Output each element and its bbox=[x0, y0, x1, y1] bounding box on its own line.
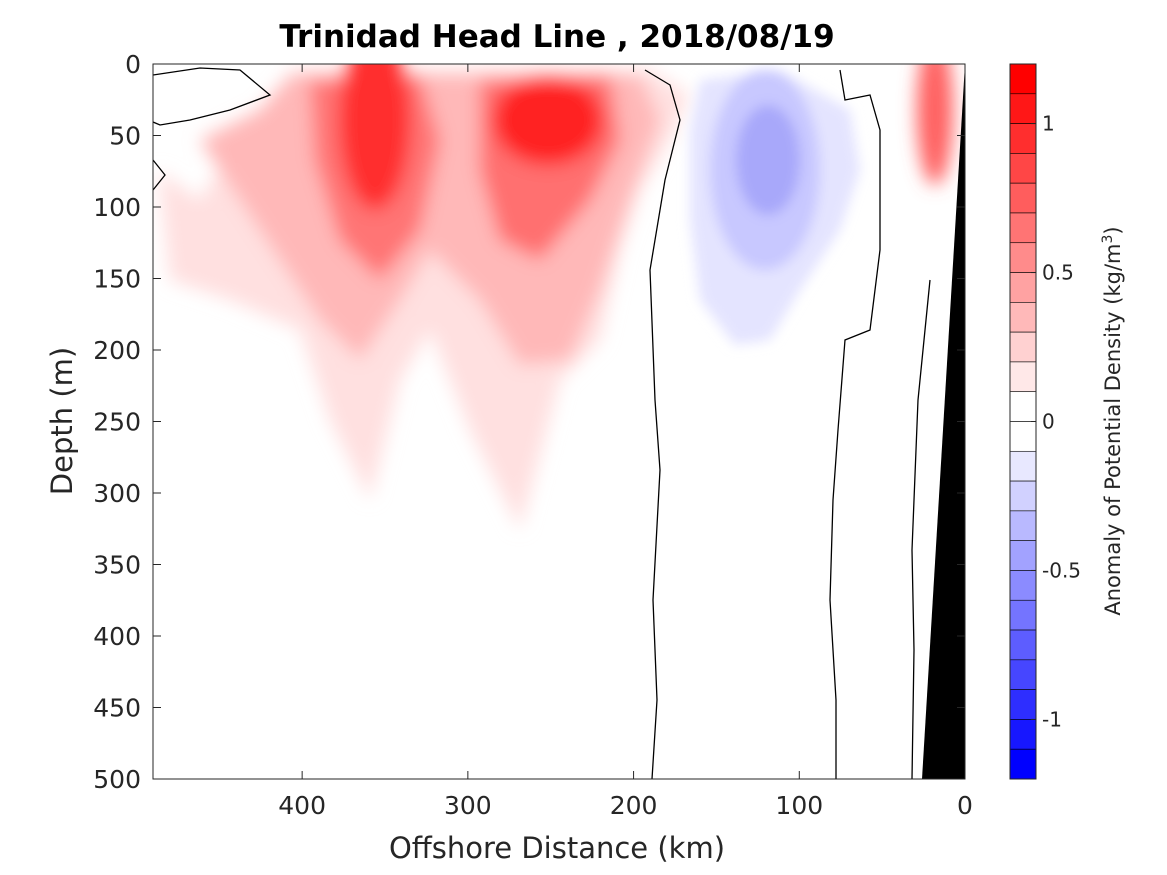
x-tick-label: 400 bbox=[278, 791, 326, 820]
colorbar-label-superscript: 3 bbox=[1100, 235, 1116, 244]
zero-contour-inshore bbox=[829, 69, 881, 779]
colorbar-band bbox=[1009, 540, 1037, 571]
y-tick-label: 50 bbox=[109, 122, 141, 151]
plot-area bbox=[152, 63, 966, 780]
chart-title: Trinidad Head Line , 2018/08/19 bbox=[279, 19, 834, 55]
colorbar-band bbox=[1009, 242, 1037, 273]
y-axis-label: Depth (m) bbox=[45, 347, 79, 495]
y-tick-label: 250 bbox=[93, 408, 141, 437]
y-tick-label: 400 bbox=[93, 622, 141, 651]
colorbar-band bbox=[1009, 599, 1037, 631]
colorbar-band bbox=[1009, 570, 1037, 601]
colorbar-band bbox=[1009, 748, 1037, 780]
colorbar-band bbox=[1009, 719, 1037, 750]
colorbar-band bbox=[1009, 93, 1037, 124]
colorbar-band bbox=[1009, 212, 1037, 244]
y-tick-label: 500 bbox=[93, 765, 141, 794]
x-axis-ticks: 400 300 200 100 0 bbox=[278, 64, 973, 820]
continental-shelf bbox=[922, 64, 965, 779]
colorbar-band bbox=[1009, 421, 1037, 452]
colorbar-band bbox=[1009, 659, 1037, 690]
positive-anomaly-peak-east bbox=[493, 75, 603, 165]
x-tick-label: 100 bbox=[775, 791, 823, 820]
colorbar-band bbox=[1009, 361, 1037, 393]
colorbar-band bbox=[1009, 182, 1037, 214]
x-tick-label: 200 bbox=[610, 791, 658, 820]
anomaly-field-positive bbox=[158, 64, 953, 530]
colorbar-label-end: ) bbox=[1101, 226, 1125, 234]
x-tick-label: 300 bbox=[444, 791, 492, 820]
colorbar-band bbox=[1009, 153, 1037, 184]
y-tick-label: 100 bbox=[93, 193, 141, 222]
colorbar-band bbox=[1009, 510, 1037, 541]
colorbar-band bbox=[1009, 123, 1037, 154]
colorbar-label: Anomaly of Potential Density (kg/m3) bbox=[1100, 226, 1125, 615]
colorbar-tick-label: 0 bbox=[1042, 410, 1055, 434]
y-tick-label: 150 bbox=[93, 265, 141, 294]
x-axis-label: Offshore Distance (km) bbox=[389, 831, 725, 865]
colorbar-band bbox=[1009, 629, 1037, 661]
colorbar bbox=[1009, 63, 1037, 780]
colorbar-band bbox=[1009, 331, 1037, 363]
colorbar-ticks: 1 0.5 0 -0.5 -1 bbox=[1031, 112, 1081, 731]
zero-contour-west bbox=[153, 67, 272, 126]
negative-anomaly-core bbox=[736, 105, 800, 215]
colorbar-band bbox=[1009, 302, 1037, 333]
colorbar-band bbox=[1009, 63, 1037, 95]
colorbar-band bbox=[1009, 689, 1037, 720]
colorbar-tick-label: -0.5 bbox=[1042, 558, 1081, 582]
y-tick-label: 300 bbox=[93, 479, 141, 508]
colorbar-tick-label: 0.5 bbox=[1042, 261, 1074, 285]
zero-contour-shelf bbox=[911, 279, 931, 779]
colorbar-tick-label: -1 bbox=[1042, 707, 1062, 731]
colorbar-band bbox=[1009, 450, 1037, 482]
colorbar-band bbox=[1009, 272, 1037, 303]
y-axis-ticks: 0 50 100 150 200 250 300 350 400 450 500 bbox=[93, 50, 965, 794]
x-tick-label: 0 bbox=[957, 791, 973, 820]
positive-anomaly-peak-west bbox=[339, 64, 411, 210]
colorbar-tick-label: 1 bbox=[1042, 112, 1055, 136]
y-tick-label: 200 bbox=[93, 336, 141, 365]
zero-contour-northwest bbox=[153, 159, 166, 191]
colorbar-band bbox=[1009, 391, 1037, 422]
y-tick-label: 0 bbox=[125, 50, 141, 79]
y-tick-label: 450 bbox=[93, 694, 141, 723]
zero-contour-offshore bbox=[644, 69, 681, 779]
positive-anomaly-shelf bbox=[917, 64, 953, 185]
colorbar-label-main: Anomaly of Potential Density (kg/m bbox=[1101, 244, 1125, 616]
anomaly-field-negative bbox=[690, 70, 860, 345]
colorbar-band bbox=[1009, 480, 1037, 512]
y-tick-label: 350 bbox=[93, 551, 141, 580]
